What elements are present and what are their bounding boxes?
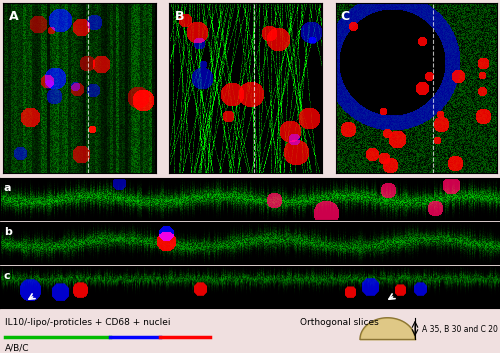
Text: Orthogonal slices: Orthogonal slices <box>300 318 379 327</box>
Text: B: B <box>175 10 184 23</box>
Text: b: b <box>4 227 12 237</box>
Text: C: C <box>341 10 350 23</box>
Text: a: a <box>4 183 12 193</box>
Text: c: c <box>4 271 10 281</box>
Text: A 35, B 30 and C 20 μm: A 35, B 30 and C 20 μm <box>422 325 500 334</box>
Text: A/B/C: A/B/C <box>5 343 29 353</box>
Text: A: A <box>9 10 18 23</box>
Text: IL10/-lipo/-proticles + CD68 + nuclei: IL10/-lipo/-proticles + CD68 + nuclei <box>5 318 170 327</box>
